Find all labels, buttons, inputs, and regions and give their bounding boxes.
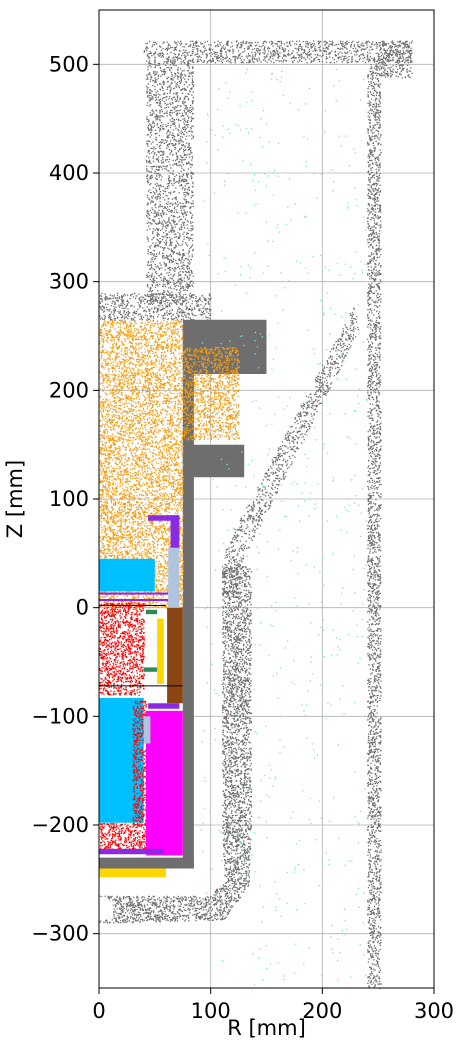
red-upper-region-points — [99, 602, 145, 696]
purple-horizontal-bars — [99, 592, 169, 602]
inner-pipe-vertical-points — [221, 564, 253, 827]
y-tick-label: 200 — [49, 378, 89, 402]
red-lower-region-points — [132, 700, 148, 826]
pipe-bottom-bend-points — [99, 825, 252, 924]
outer-vertical-wall-points — [367, 59, 382, 990]
upper-flange-points — [143, 40, 413, 64]
x-tick-labels: 0 100 200 300 — [92, 999, 454, 1023]
x-tick-label: 200 — [302, 999, 342, 1023]
brown-block — [167, 607, 183, 704]
red-upper-region — [99, 602, 145, 696]
lower-gray-support-shape — [99, 857, 194, 869]
y-tick-label: −100 — [31, 704, 89, 728]
inner-vertical-tube — [145, 59, 195, 305]
purple-lower-bars-shape — [148, 703, 180, 709]
pipe-end-opening — [89, 896, 114, 921]
upper-shoulder — [99, 292, 212, 321]
purple-lower-bars-shape — [99, 848, 164, 855]
magenta-block-shape — [145, 710, 183, 856]
steel-frame-shape — [143, 716, 151, 744]
green-markers-shape — [145, 609, 158, 615]
green-markers-shape — [143, 667, 158, 672]
purple-horizontal-bars-shape — [99, 599, 169, 602]
x-tick-label: 100 — [191, 999, 231, 1023]
cyan-upper-block — [99, 558, 155, 592]
yellow-bottom-strip — [99, 868, 166, 878]
step-block-upper — [182, 319, 267, 374]
magenta-block — [145, 710, 183, 856]
outer-vertical-wall — [367, 59, 382, 990]
pipe-bottom-bend — [99, 825, 252, 924]
purple-horizontal-bars-shape — [99, 592, 169, 595]
y-tick-label: 500 — [49, 52, 89, 76]
yellow-vertical-strip-shape — [157, 618, 164, 684]
purple-top-bracket — [148, 515, 180, 548]
cyan-lower-block-shape — [99, 697, 144, 823]
orange-region — [99, 319, 240, 609]
inner-vertical-tube-points — [145, 59, 195, 305]
y-tick-label: 0 — [76, 596, 89, 620]
plot-area — [89, 40, 413, 990]
cyan-sparse-scatter-points — [200, 68, 368, 986]
green-markers — [143, 609, 158, 672]
y-tick-label: −200 — [31, 813, 89, 837]
upper-flange — [143, 40, 413, 64]
y-axis-label: Z [mm] — [3, 460, 27, 538]
yellow-bottom-strip-shape — [99, 868, 166, 878]
purple-top-bracket-shape — [170, 515, 180, 548]
cyan-upper-block-shape — [99, 558, 155, 592]
red-lower-region — [99, 700, 151, 854]
right-flange-corner-points — [380, 40, 413, 79]
steel-frame — [143, 547, 180, 744]
purple-lower-bars — [99, 703, 180, 855]
cyan-lower-block — [99, 697, 144, 823]
y-tick-labels: −300 −200 −100 0 100 200 300 400 500 — [31, 52, 89, 945]
tick-marks — [93, 63, 435, 994]
inner-pipe-vertical — [221, 564, 253, 827]
upper-shoulder-points — [99, 292, 212, 321]
x-tick-label: 0 — [92, 999, 105, 1023]
orange-region-points — [99, 319, 240, 609]
y-tick-label: −300 — [31, 922, 89, 946]
red-lower-region-points — [99, 822, 151, 854]
step-block-upper-shape — [182, 319, 267, 374]
x-axis-label: R [mm] — [227, 1016, 306, 1040]
lower-gray-support-shape — [182, 325, 194, 869]
y-tick-label: 300 — [49, 270, 89, 294]
y-tick-label: 400 — [49, 161, 89, 185]
steel-frame-shape — [168, 547, 180, 608]
brown-block-shape — [167, 607, 183, 704]
yellow-vertical-strip — [157, 618, 164, 684]
y-tick-label: 100 — [49, 487, 89, 511]
x-tick-label: 300 — [414, 999, 454, 1023]
cyan-sparse-scatter — [200, 68, 368, 986]
right-flange-corner — [380, 40, 413, 79]
lower-gray-support — [99, 325, 194, 869]
